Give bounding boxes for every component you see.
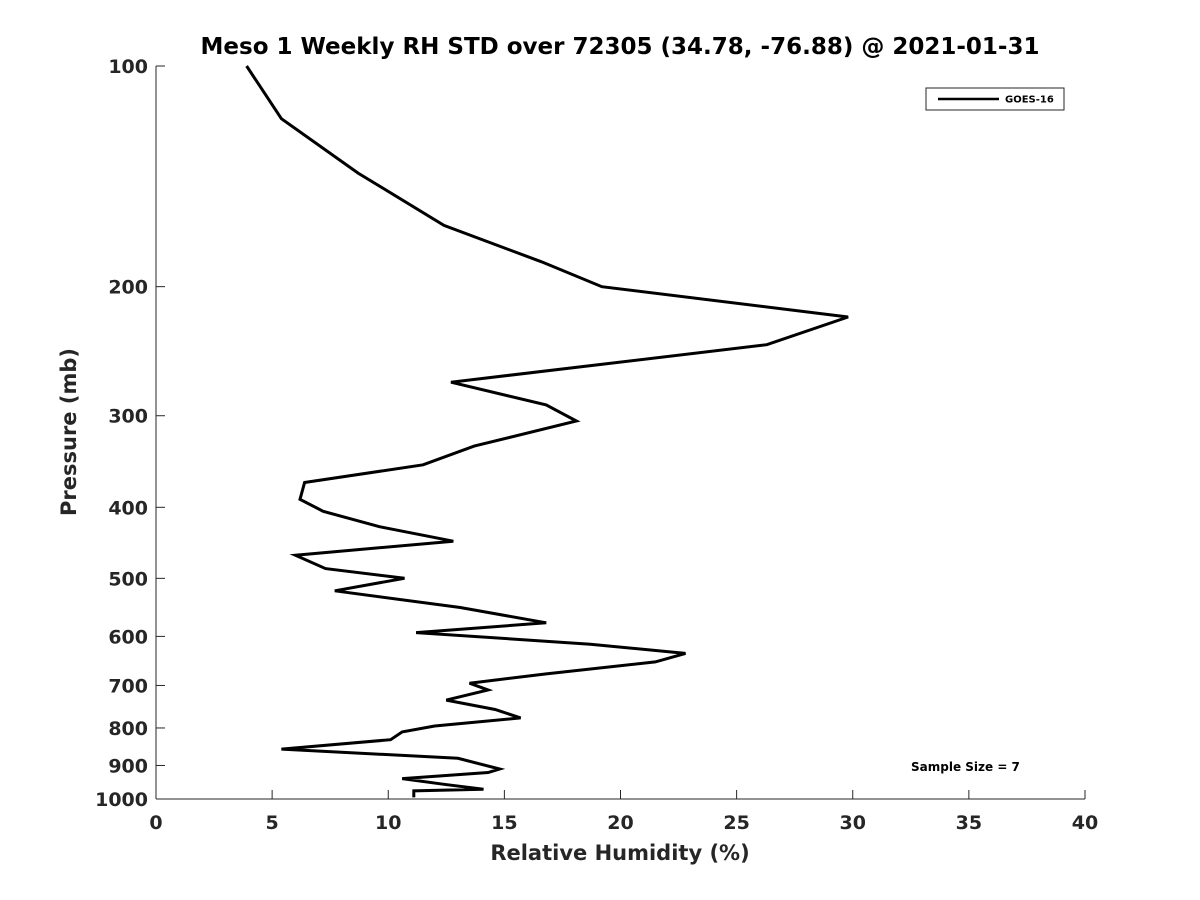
x-tick-label: 15	[491, 812, 517, 834]
legend-label: GOES-16	[1005, 95, 1054, 106]
y-axis-ticks: 100 200 300 400 500 600 700 800 900 1000	[95, 56, 165, 811]
y-tick-label: 1000	[95, 789, 148, 811]
x-axis-ticks: 0 5 10 15 20 25 30 35 40	[149, 790, 1098, 834]
x-tick-label: 30	[840, 812, 866, 834]
x-tick-label: 35	[956, 812, 982, 834]
y-tick-label: 600	[108, 626, 148, 648]
chart-title: Meso 1 Weekly RH STD over 72305 (34.78, …	[201, 34, 1040, 60]
y-tick-label: 700	[108, 675, 148, 697]
series-line-goes-16	[245, 65, 849, 798]
y-tick-label: 300	[108, 406, 148, 428]
x-axis-label: Relative Humidity (%)	[490, 841, 749, 865]
x-tick-label: 10	[375, 812, 401, 834]
y-tick-label: 100	[108, 56, 148, 78]
x-tick-label: 40	[1072, 812, 1098, 834]
x-tick-label: 0	[149, 812, 162, 834]
y-tick-label: 800	[108, 718, 148, 740]
legend: GOES-16	[925, 87, 1065, 111]
x-tick-label: 5	[266, 812, 279, 834]
sample-size-annotation: Sample Size = 7	[911, 760, 1020, 774]
y-tick-label: 500	[108, 568, 148, 590]
series-layer	[245, 65, 849, 798]
x-tick-label: 20	[607, 812, 633, 834]
y-tick-label: 400	[108, 497, 148, 519]
y-axis-label: Pressure (mb)	[57, 348, 81, 516]
y-tick-label: 200	[108, 277, 148, 299]
x-tick-label: 25	[723, 812, 749, 834]
y-tick-label: 900	[108, 755, 148, 777]
